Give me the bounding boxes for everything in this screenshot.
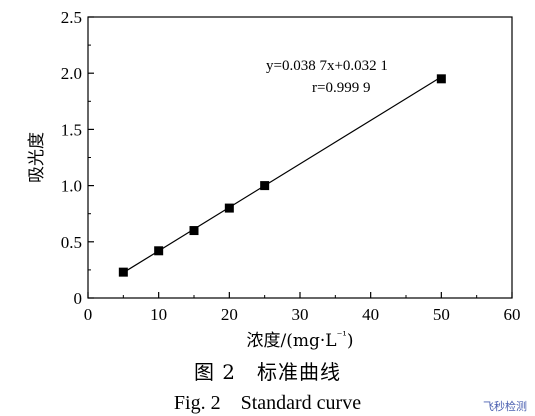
- y-tick-label: 2.5: [61, 8, 82, 27]
- x-axis-title: 浓度/(mg·L⁻¹): [247, 329, 354, 350]
- r-annotation: r=0.999 9: [312, 80, 370, 96]
- data-point: [118, 267, 128, 277]
- equation-annotation: y=0.038 7x+0.032 1: [266, 58, 388, 74]
- data-point: [224, 203, 234, 213]
- y-tick-label: 1.0: [61, 177, 82, 196]
- x-tick-label: 0: [84, 305, 93, 324]
- y-tick-label: 1.5: [61, 120, 82, 139]
- calibration-chart: 0 10 20 30 40 50 60 0 0.5 1.0 1.5 2.0 2.5 吸光度 浓度/(mg…: [27, 8, 521, 350]
- x-tick-label: 50: [433, 305, 450, 324]
- y-tick-label: 0: [74, 289, 83, 308]
- x-tick-label: 20: [221, 305, 238, 324]
- x-tick-label: 40: [362, 305, 379, 324]
- data-point: [154, 246, 164, 256]
- y-tick-label: 2.0: [61, 64, 82, 83]
- data-point: [436, 74, 446, 84]
- y-axis-title: 吸光度: [27, 132, 47, 183]
- watermark: 飞秒检测: [483, 400, 527, 413]
- x-tick-label: 30: [292, 305, 309, 324]
- fit-line: [123, 76, 442, 274]
- y-tick-label: 0.5: [61, 233, 82, 252]
- data-point: [260, 181, 270, 191]
- figure-caption-english: Fig. 2 Standard curve: [173, 392, 362, 414]
- figure-caption-chinese: 图 2 标准曲线: [193, 360, 342, 384]
- x-tick-label: 10: [150, 305, 167, 324]
- x-tick-label: 60: [504, 305, 521, 324]
- data-point: [189, 226, 199, 236]
